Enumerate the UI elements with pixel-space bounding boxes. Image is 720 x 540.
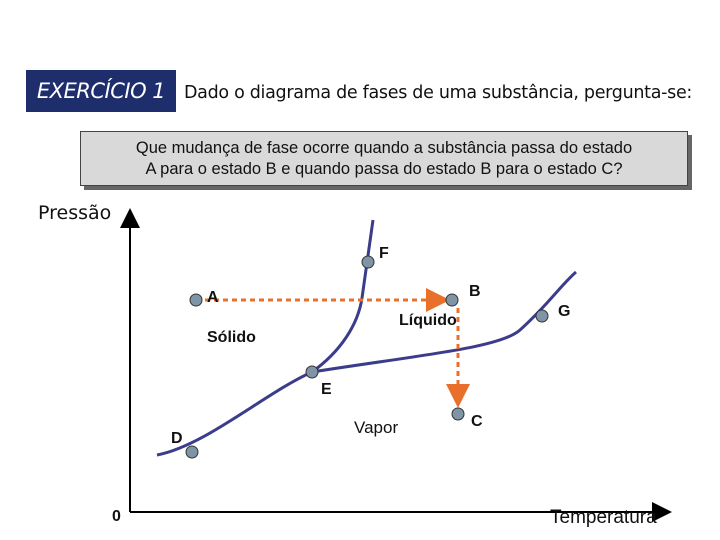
vaporization-curve xyxy=(311,270,577,374)
question-line-2: A para o estado B e quando passa do esta… xyxy=(145,159,623,178)
y-axis-label: Pressão xyxy=(38,202,111,224)
point-f-label: F xyxy=(379,245,389,262)
point-g-label: G xyxy=(558,303,570,320)
sublimation-curve xyxy=(156,370,313,457)
point-c-label: C xyxy=(471,413,483,430)
exercise-label: EXERCÍCIO 1 xyxy=(26,70,176,112)
region-liquid-label: Líquido xyxy=(399,312,457,329)
question-line-1: Que mudança de fase ocorre quando a subs… xyxy=(135,138,633,157)
point-b-label: B xyxy=(469,283,481,300)
point-e-marker xyxy=(305,365,319,379)
question-box: Que mudança de fase ocorre quando a subs… xyxy=(80,131,688,186)
x-axis-label: Temperatura xyxy=(550,507,657,528)
point-d-label: D xyxy=(171,430,183,447)
point-c-marker xyxy=(451,407,465,421)
region-vapor-label: Vapor xyxy=(354,418,398,437)
point-b-marker xyxy=(445,293,459,307)
point-g-marker xyxy=(535,309,549,323)
point-f-marker xyxy=(361,255,375,269)
point-e-label: E xyxy=(321,381,332,398)
region-solid-label: Sólido xyxy=(207,329,256,346)
prompt-text: Dado o diagrama de fases de uma substânc… xyxy=(184,83,693,103)
point-a-label: A xyxy=(207,289,219,306)
point-a-marker xyxy=(189,293,203,307)
fusion-curve xyxy=(311,219,375,374)
origin-label: 0 xyxy=(112,508,121,525)
point-d-marker xyxy=(185,445,199,459)
